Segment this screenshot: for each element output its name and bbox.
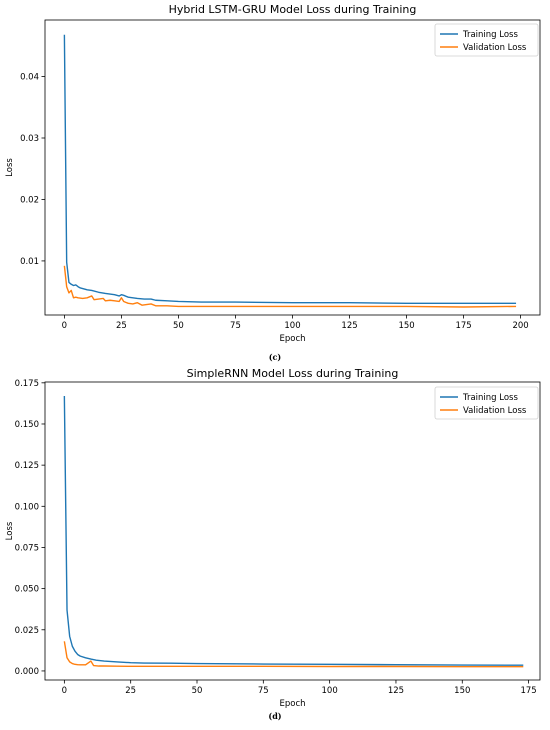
x-tick-label: 150: [454, 686, 470, 696]
y-tick-label: 0.025: [15, 626, 39, 636]
y-tick-label: 0.100: [15, 502, 39, 512]
x-tick-label: 25: [125, 686, 136, 696]
plot-frame: [44, 19, 541, 316]
chart-title: SimpleRNN Model Loss during Training: [187, 367, 399, 380]
y-tick-label: 0.175: [15, 379, 39, 389]
x-tick-label: 75: [230, 321, 241, 331]
legend-label-training: Training Loss: [462, 393, 518, 403]
x-tick-label: 100: [322, 686, 338, 696]
y-tick-label: 0.000: [15, 667, 39, 677]
x-tick-label: 25: [116, 321, 127, 331]
x-axis-label: Epoch: [279, 334, 305, 344]
x-tick-label: 175: [455, 321, 471, 331]
y-tick-label: 0.075: [15, 543, 39, 553]
x-tick-label: 175: [520, 686, 536, 696]
x-tick-label: 200: [512, 321, 528, 331]
x-tick-label: 125: [341, 321, 357, 331]
y-tick-label: 0.02: [20, 195, 39, 205]
y-tick-label: 0.04: [20, 73, 39, 83]
x-tick-label: 0: [62, 321, 67, 331]
legend-box: [434, 386, 539, 420]
x-tick-label: 150: [398, 321, 414, 331]
x-axis-label: Epoch: [279, 699, 305, 709]
x-tick-label: 50: [192, 686, 203, 696]
chart-lstm-gru-loss: Hybrid LSTM-GRU Model Loss during Traini…: [5, 3, 541, 344]
y-tick-label: 0.050: [15, 585, 39, 595]
y-tick-label: 0.01: [20, 257, 39, 267]
x-tick-label: 50: [173, 321, 184, 331]
y-axis-label: Loss: [5, 521, 15, 540]
legend-label-validation: Validation Loss: [463, 406, 527, 416]
y-tick-label: 0.03: [20, 134, 39, 144]
series-line-validation: [63, 265, 517, 308]
y-tick-label: 0.125: [15, 461, 39, 471]
chart-simplernn-loss: SimpleRNN Model Loss during Training Epo…: [5, 367, 541, 709]
y-tick-label: 0.150: [15, 420, 39, 430]
series-line-training: [63, 395, 524, 666]
panel-label-c: (c): [268, 352, 282, 362]
x-tick-label: 75: [258, 686, 269, 696]
series-line-validation: [63, 641, 524, 668]
legend-label-training: Training Loss: [462, 30, 518, 40]
legend-box: [434, 23, 539, 57]
y-axis-label: Loss: [5, 158, 15, 177]
panel-label-d: (d): [268, 711, 282, 721]
x-tick-label: 125: [388, 686, 404, 696]
legend-label-validation: Validation Loss: [463, 43, 527, 53]
x-tick-label: 100: [284, 321, 300, 331]
chart-title: Hybrid LSTM-GRU Model Loss during Traini…: [169, 3, 417, 16]
plot-frame: [44, 381, 541, 681]
series-line-training: [63, 34, 517, 305]
x-tick-label: 0: [62, 686, 67, 696]
